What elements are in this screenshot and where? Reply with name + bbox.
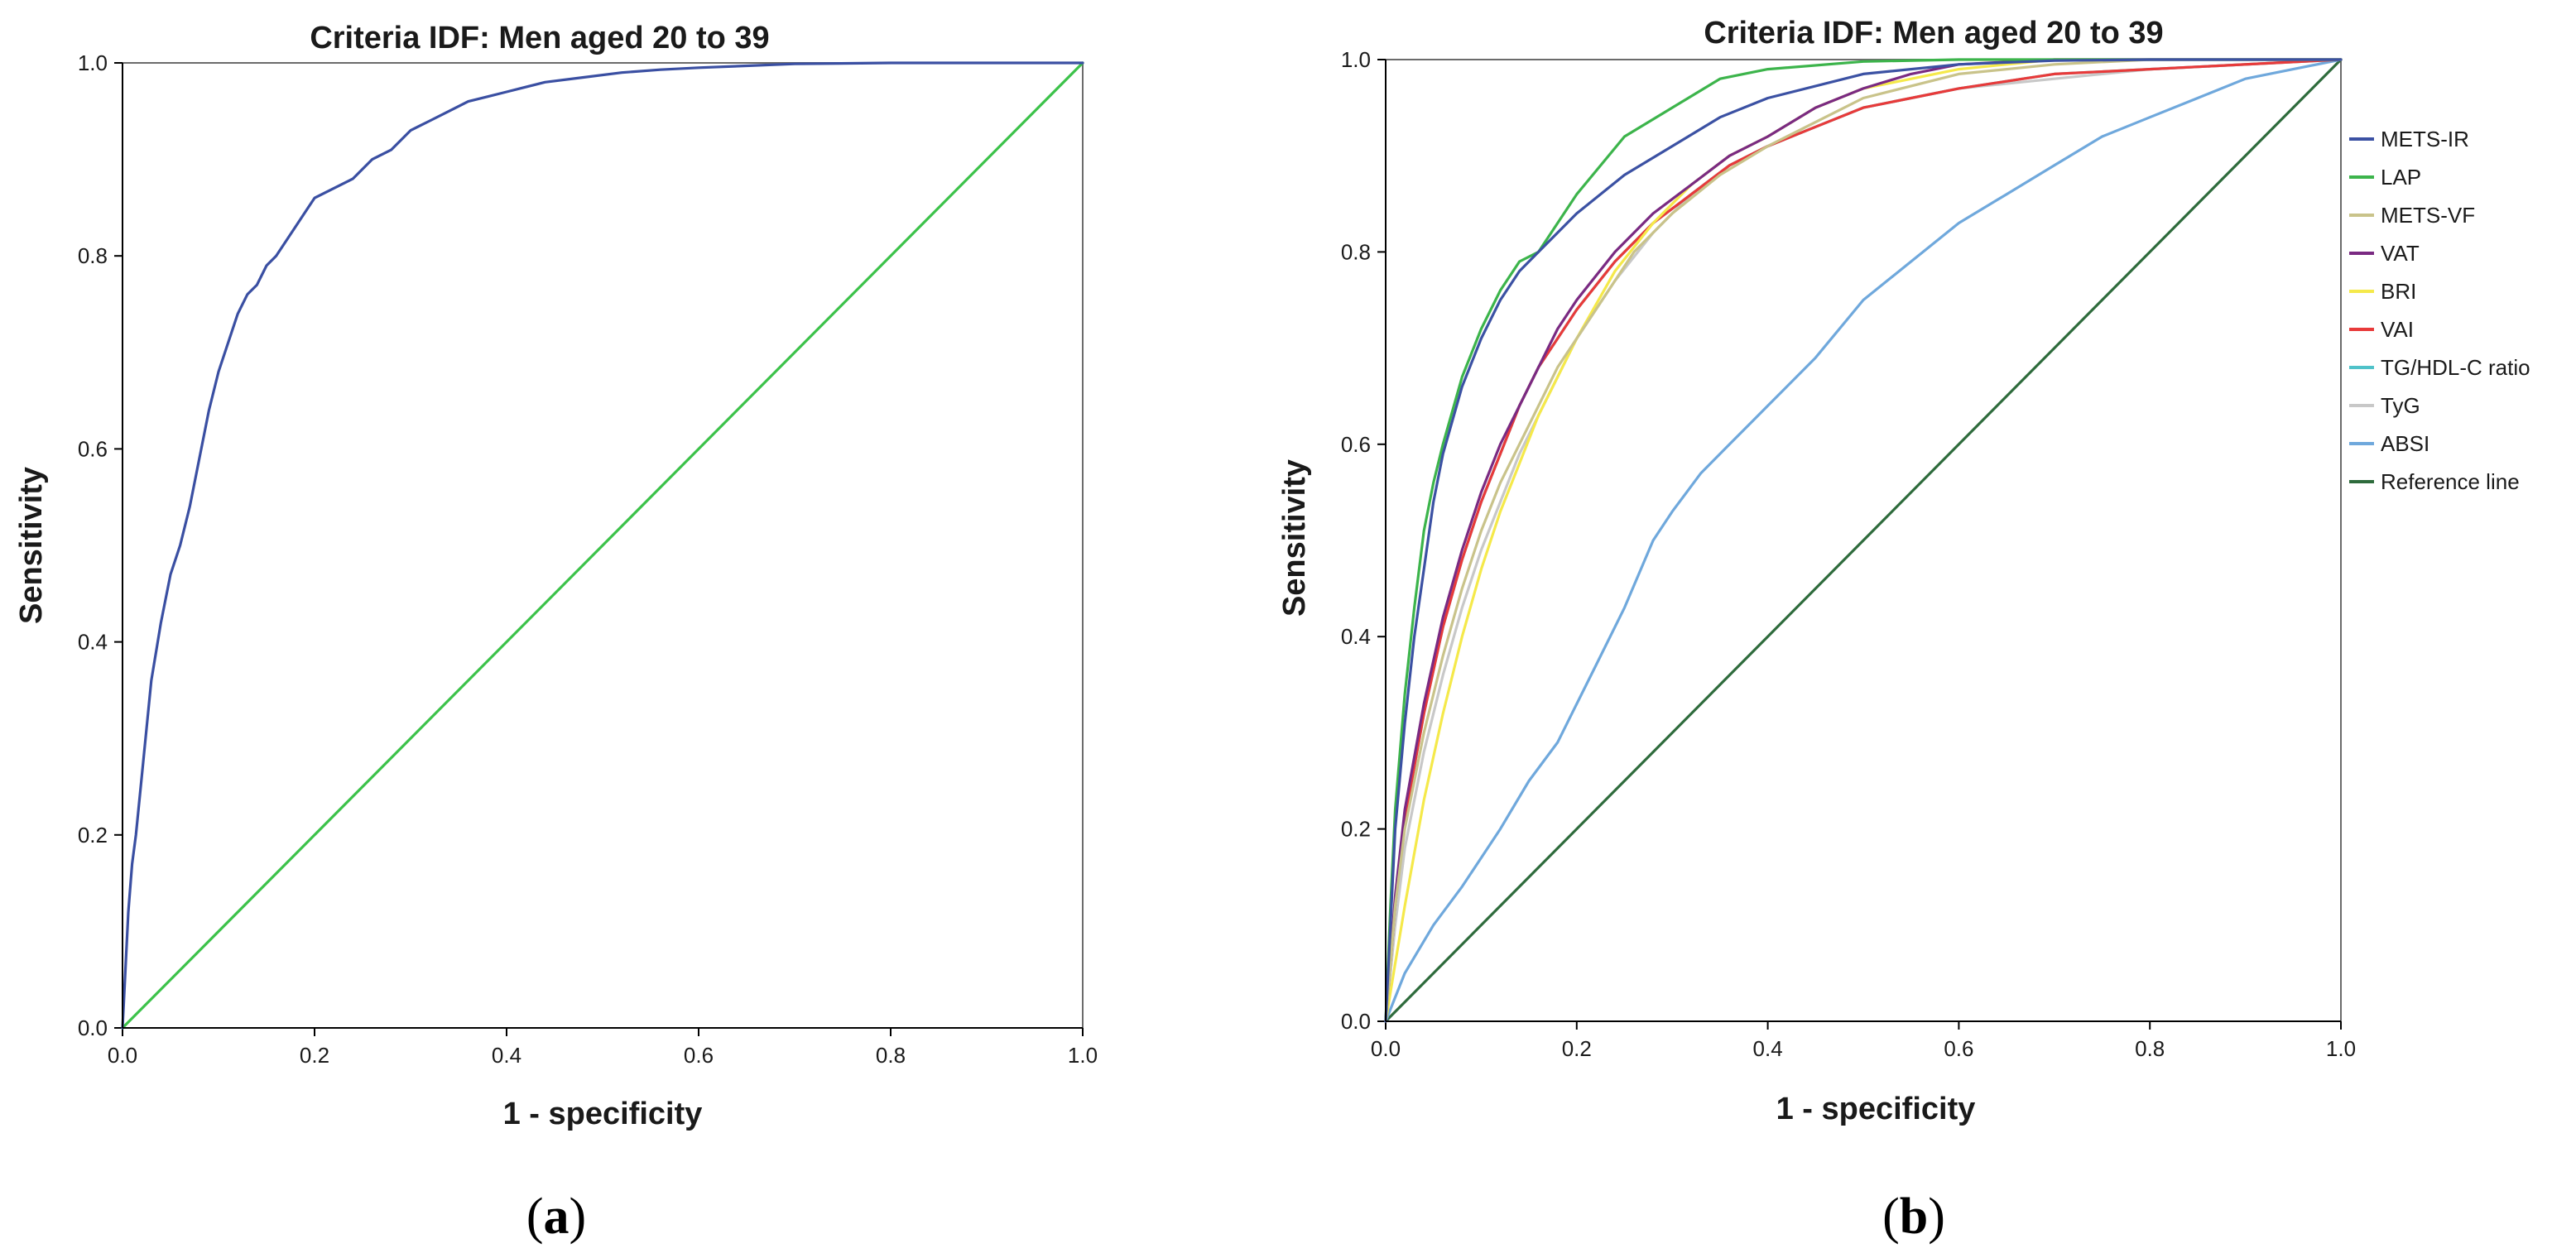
panel-b-series-mets-ir [1384, 58, 2343, 1023]
panel-b-y-axis-label: Sensitivity [1277, 459, 1312, 617]
caption-b-open: ( [1882, 1188, 1900, 1245]
panel-a-y-tick-label: 0.8 [78, 243, 108, 268]
panel-b-x-tick-label: 0.8 [2135, 1036, 2165, 1061]
panel-b-x-tick-label: 0.6 [1944, 1036, 1973, 1061]
panel-b-series-vat [1384, 58, 2343, 1023]
panel-b-x-tick-label: 0.2 [1562, 1036, 1592, 1061]
panel-b-x-tick-label: 1.0 [2326, 1036, 2356, 1061]
panel-b-series-absi [1384, 58, 2343, 1023]
panel-b-series-mets-vf [1384, 58, 2343, 1023]
panel-b-y-tick-label: 0.6 [1341, 432, 1371, 457]
panel-b-y-tick-label: 0.2 [1341, 817, 1371, 842]
legend-label-tg-hdl-c-ratio: TG/HDL-C ratio [2381, 355, 2530, 380]
panel-b-title: Criteria IDF: Men aged 20 to 39 [1704, 16, 2163, 50]
panel-b-y-tick-label: 0.8 [1341, 239, 1371, 264]
caption-a-letter: a [544, 1188, 570, 1245]
legend-label-lap: LAP [2381, 165, 2421, 190]
legend-label-bri: BRI [2381, 279, 2416, 304]
panel-a-x-tick-label: 0.2 [300, 1043, 329, 1068]
panel-a-y-tick-label: 1.0 [78, 50, 108, 75]
panel-a-x-tick-label: 0.4 [492, 1043, 521, 1068]
panel-a-x-tick-label: 0.6 [684, 1043, 714, 1068]
panel-b-y-tick-label: 0.4 [1341, 624, 1371, 649]
caption-b-close: ) [1928, 1188, 1945, 1245]
legend-label-tyg: TyG [2381, 393, 2420, 418]
legend-label-absi: ABSI [2381, 431, 2429, 456]
caption-b-letter: b [1900, 1188, 1928, 1245]
caption-a-close: ) [570, 1188, 587, 1245]
panel-a-y-tick-label: 0.0 [78, 1016, 108, 1040]
panel-b-series-lap [1384, 58, 2343, 1023]
panel-a-y-tick-label: 0.6 [78, 436, 108, 461]
legend-label-vat: VAT [2381, 241, 2420, 266]
panel-b-series-reference-line [1384, 58, 2343, 1023]
panel-a-x-tick-label: 1.0 [1068, 1043, 1098, 1068]
panel-a-x-tick-label: 0.0 [108, 1043, 137, 1068]
panel-a-x-axis-label: 1 - specificity [503, 1097, 703, 1131]
panel-a-title: Criteria IDF: Men aged 20 to 39 [310, 21, 769, 55]
legend-label-vai: VAI [2381, 317, 2414, 342]
panel-a-x-tick-label: 0.8 [876, 1043, 906, 1068]
caption-a-open: ( [526, 1188, 544, 1245]
panel-a-chart: Criteria IDF: Men aged 20 to 39 0.0 0.2 0.… [14, 21, 1098, 1131]
panel-b-x-tick-label: 0.0 [1371, 1036, 1401, 1061]
panel-b-y-tick-label: 1.0 [1341, 47, 1371, 72]
panel-b-x-axis-label: 1 - specificity [1776, 1092, 1976, 1126]
panel-b-legend: METS-IR LAP METS-VF VAT BRI VAI TG/HDL-C ratio… [2349, 127, 2530, 494]
legend-label-mets-vf: METS-VF [2381, 203, 2475, 228]
panel-a-y-tick-label: 0.2 [78, 823, 108, 847]
caption-a: (a) [526, 1188, 586, 1245]
panel-a-series-reference-line [121, 61, 1084, 1030]
panel-a-y-tick-label: 0.4 [78, 630, 108, 655]
panel-a-y-axis-label: Sensitivity [14, 467, 49, 624]
legend-label-reference-line: Reference line [2381, 469, 2520, 494]
panel-b-x-tick-label: 0.4 [1753, 1036, 1783, 1061]
panel-a-series-roc-curve [121, 61, 1084, 1030]
panel-b-y-tick-label: 0.0 [1341, 1009, 1371, 1034]
legend-label-mets-ir: METS-IR [2381, 127, 2469, 151]
caption-b: (b) [1882, 1188, 1945, 1245]
panel-b-chart: Criteria IDF: Men aged 20 to 39 0.0 0.2 0.… [1277, 16, 2530, 1126]
panel-b-series-vai [1384, 58, 2343, 1023]
